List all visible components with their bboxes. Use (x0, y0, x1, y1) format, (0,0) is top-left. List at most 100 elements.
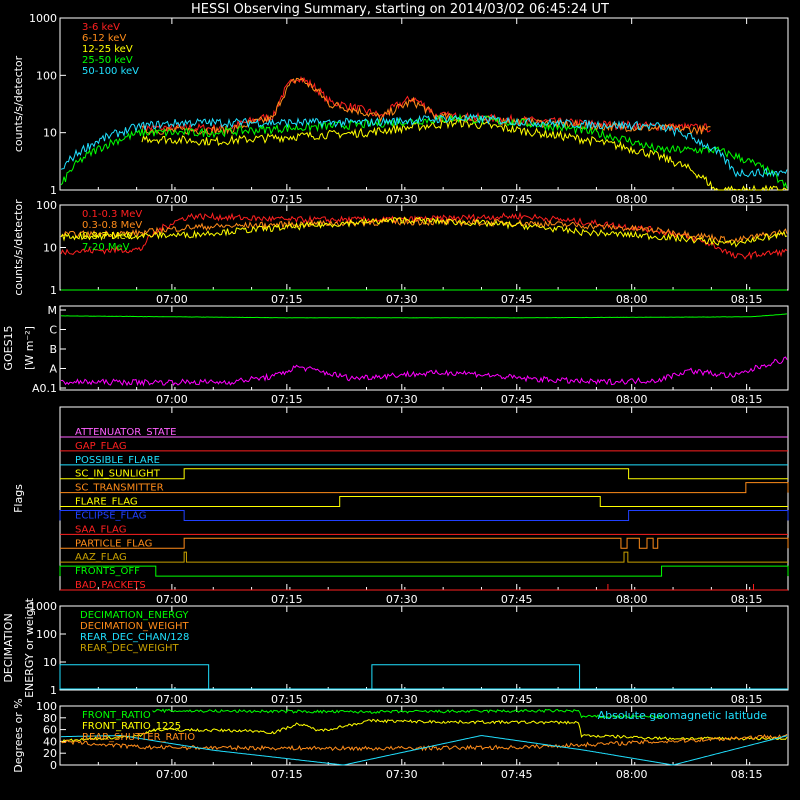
x-tick-label: 07:15 (271, 393, 303, 406)
series-line (60, 113, 788, 178)
x-tick-label: 07:30 (386, 768, 418, 781)
y-tick-label: B (49, 343, 57, 356)
x-tick-label: 07:00 (156, 768, 188, 781)
y-axis-label: GOES15 (2, 325, 15, 370)
x-tick-label: 07:30 (386, 193, 418, 206)
series-step (59, 664, 210, 689)
legend-entry: 0.8-7 MeV (82, 231, 133, 242)
x-tick-label: 07:00 (156, 193, 188, 206)
y-tick-label: 80 (43, 712, 57, 725)
flag-line (60, 551, 788, 563)
legend-entry: DECIMATION_WEIGHT (80, 621, 189, 632)
x-tick-label: 08:00 (616, 768, 648, 781)
legend-entry: REAR_SHUTTER_RATIO (82, 732, 195, 743)
y-tick-label: 40 (43, 735, 57, 748)
y-tick-label: 100 (36, 69, 57, 82)
y-axis-label-2: ENERGY or weight (23, 597, 36, 697)
flag-label: GAP_FLAG (75, 441, 127, 452)
y-tick-label: 1 (50, 184, 57, 197)
y-tick-label: 1 (50, 684, 57, 697)
panel-1: 07:00 07:15 07:30 07:45 08:00 08:15 counts/s/d… (12, 17, 789, 206)
x-tick-label: 07:30 (386, 293, 418, 306)
x-tick-label: 08:00 (616, 593, 648, 606)
series-step (371, 664, 581, 689)
y-tick-label: M (48, 304, 58, 317)
y-tick-label: 10 (43, 242, 57, 255)
x-tick-label: 07:45 (501, 693, 533, 706)
flag-label: ATTENUATOR_STATE (75, 427, 176, 438)
y-axis-label: counts/s/detector (12, 55, 25, 152)
figure-title: HESSI Observing Summary, starting on 201… (191, 2, 609, 17)
y-tick-label: 100 (36, 700, 57, 713)
panels: 07:00 07:15 07:30 07:45 08:00 08:15 counts/s/d… (2, 12, 789, 781)
legend-entry: 3-6 keV (82, 22, 120, 33)
x-tick-label: 08:15 (731, 693, 763, 706)
series-line (60, 113, 788, 189)
y-tick-label: 1 (50, 284, 57, 297)
panel-5: 07:00 07:15 07:30 07:45 08:00 08:15 DECIMATION… (2, 597, 789, 706)
y-axis-label: Flags (12, 484, 25, 513)
flag-line (59, 565, 789, 577)
x-tick-label: 07:15 (271, 593, 303, 606)
x-tick-label: 07:15 (271, 768, 303, 781)
x-tick-label: 08:15 (731, 593, 763, 606)
flag-label: SC_IN_SUNLIGHT (75, 469, 161, 480)
panel-6: 07:00 07:15 07:30 07:45 08:00 08:15 Degrees or… (12, 698, 789, 781)
y-tick-label: 10 (43, 656, 57, 669)
x-tick-label: 07:00 (156, 293, 188, 306)
x-tick-label: 08:15 (731, 293, 763, 306)
y-axis-label-2: [W m⁻²] (23, 326, 36, 370)
panel-3: 07:00 07:15 07:30 07:45 08:00 08:15 GOES15 [W m… (2, 305, 789, 406)
legend-entry: 50-100 keV (82, 66, 139, 77)
panel-frame (59, 17, 789, 191)
x-tick-label: 07:15 (271, 693, 303, 706)
y-tick-label: 0 (50, 759, 57, 772)
x-tick-label: 07:00 (156, 693, 188, 706)
legend-entry: 12-25 keV (82, 44, 133, 55)
x-tick-label: 07:00 (156, 393, 188, 406)
flag-line (60, 482, 789, 494)
legend-entry: 0.3-0.8 MeV (82, 220, 142, 231)
y-tick-label: 60 (43, 724, 57, 737)
x-tick-label: 08:15 (731, 393, 763, 406)
x-tick-label: 07:30 (386, 593, 418, 606)
series-line (152, 708, 665, 719)
x-tick-label: 07:00 (156, 593, 188, 606)
flag-line (60, 496, 788, 508)
series-line (60, 735, 788, 766)
series-line (141, 77, 711, 136)
annotation-label: Absolute geomagnetic latitude (598, 709, 768, 722)
y-tick-label: A (49, 363, 57, 376)
panel-4: 07:00 07:15 07:30 07:45 08:00 08:15 Flags (12, 406, 789, 606)
series-line (60, 217, 788, 244)
y-tick-label: 1000 (29, 12, 57, 25)
x-tick-label: 08:00 (616, 693, 648, 706)
legend-entry: 25-50 keV (82, 55, 133, 66)
x-tick-label: 07:45 (501, 393, 533, 406)
x-tick-label: 07:15 (271, 193, 303, 206)
flag-label: SAA_FLAG (75, 524, 126, 535)
flag-label: AAZ_FLAG (75, 552, 127, 563)
legend-entry: REAR_DEC_WEIGHT (80, 643, 179, 654)
x-tick-label: 07:45 (501, 293, 533, 306)
panel-frame (59, 705, 789, 766)
flag-line (60, 468, 788, 480)
panel-2: 07:00 07:15 07:30 07:45 08:00 08:15 counts/s/d… (12, 199, 789, 306)
series-line (60, 733, 788, 752)
y-tick-label: 1000 (29, 600, 57, 613)
y-tick-label: C (49, 324, 57, 337)
series-line (60, 356, 788, 387)
legend-entry: REAR_DEC_CHAN/128 (80, 632, 189, 643)
legend-entry: 0.1-0.3 MeV (82, 209, 142, 220)
x-tick-label: 08:00 (616, 193, 648, 206)
flag-label: FRONTS_OFF (75, 566, 140, 577)
y-axis-label: counts/s/detector (12, 199, 25, 296)
y-tick-label: 10 (43, 127, 57, 140)
legend-entry: DECIMATION_ENERGY (80, 610, 189, 621)
x-tick-label: 08:15 (731, 193, 763, 206)
x-tick-label: 07:45 (501, 193, 533, 206)
x-tick-label: 08:00 (616, 393, 648, 406)
flag-line (59, 509, 789, 521)
